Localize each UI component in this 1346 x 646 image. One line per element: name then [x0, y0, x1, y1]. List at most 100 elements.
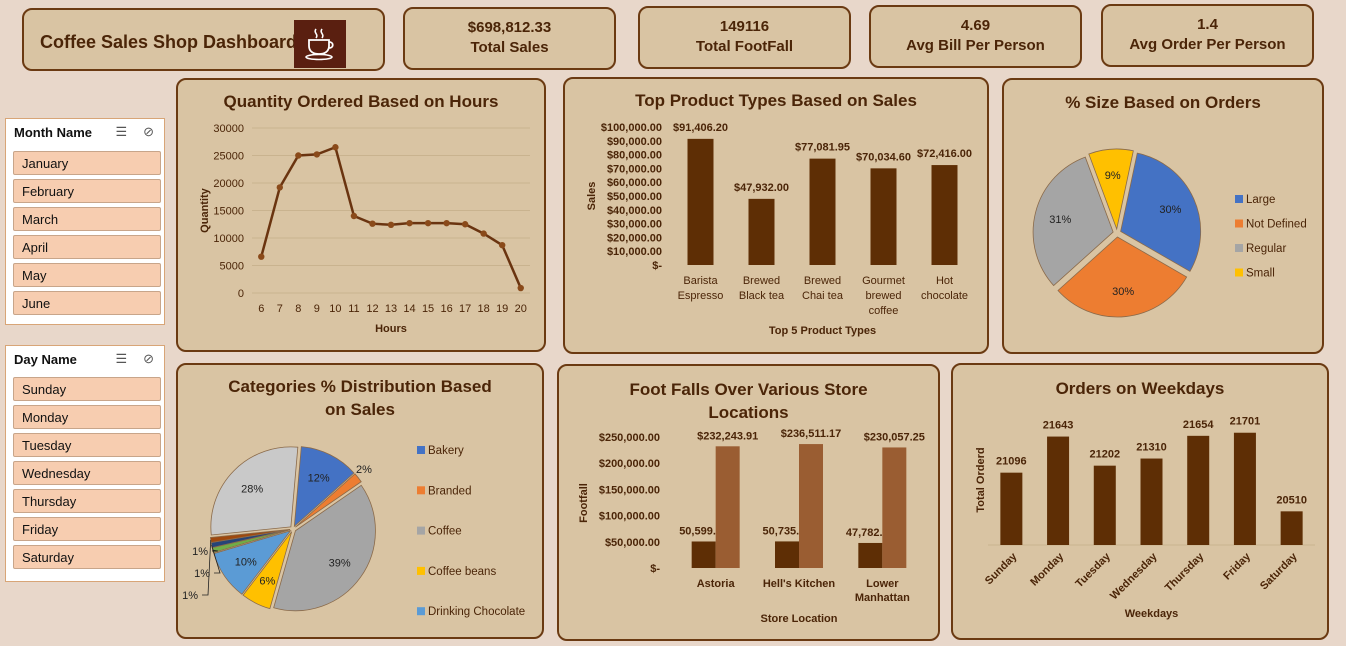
- pie-slice: [295, 473, 362, 528]
- x-tick-label: 14: [403, 303, 415, 315]
- weekdays-card: Orders on Weekdays 21096 Sunday 21643 Monda…: [951, 363, 1329, 640]
- pie-slice: [1088, 148, 1134, 231]
- pie-slice: [273, 484, 376, 612]
- x-tick-label: Friday: [1221, 550, 1253, 582]
- slicer-item-june[interactable]: June: [13, 291, 161, 315]
- slicer-item-april[interactable]: April: [13, 235, 161, 259]
- y-tick-label: 30000: [213, 123, 244, 135]
- data-label: 21701: [1230, 416, 1261, 428]
- slicer-item-may[interactable]: May: [13, 263, 161, 287]
- y-tick-label: $200,000.00: [599, 458, 660, 470]
- slicer-item-february[interactable]: February: [13, 179, 161, 203]
- bar: [882, 447, 907, 568]
- kpi-avg-bill: 4.69 Avg Bill Per Person: [869, 5, 1082, 68]
- legend-swatch: [417, 446, 425, 454]
- data-label: 21202: [1089, 449, 1120, 461]
- kpi-avg-order: 1.4 Avg Order Per Person: [1101, 4, 1314, 67]
- x-tick-label: Gourmet: [862, 275, 905, 287]
- slicer-item-sunday[interactable]: Sunday: [13, 377, 161, 401]
- pie-slice: [1032, 156, 1114, 287]
- x-tick-label: Saturday: [1258, 550, 1300, 592]
- kpi-value: 4.69: [960, 17, 991, 34]
- slicer-item-january[interactable]: January: [13, 151, 161, 175]
- legend-swatch: [1235, 195, 1243, 203]
- x-tick-label: Sunday: [983, 550, 1020, 587]
- slicer-item-march[interactable]: March: [13, 207, 161, 231]
- slice-label: 6%: [259, 575, 275, 587]
- legend-entry: Coffee beans: [428, 566, 496, 578]
- x-tick-label: 13: [385, 303, 397, 315]
- pie-slice: [293, 446, 355, 528]
- data-label: 21310: [1136, 442, 1167, 454]
- x-tick-label: Monday: [1028, 550, 1066, 588]
- footfall-card: Foot Falls Over Various Store Locations …: [557, 364, 940, 641]
- leader-line: [202, 539, 212, 596]
- clear-filter-icon[interactable]: ⊘: [143, 124, 154, 139]
- x-axis-label: Top 5 Product Types: [769, 325, 876, 337]
- legend-swatch: [417, 566, 425, 575]
- x-tick-label: coffee: [869, 305, 899, 317]
- y-tick-label: 0: [238, 288, 244, 300]
- data-label: $47,932.00: [734, 182, 789, 194]
- bar: [1187, 435, 1210, 545]
- kpi-label: Total FootFall: [695, 38, 794, 55]
- slice-label: 30%: [1159, 204, 1181, 216]
- categories-card: Categories % Distribution Based on Sales…: [176, 363, 544, 639]
- legend-swatch: [1235, 219, 1243, 228]
- categories-chart: 12% 2% 39% 6%10% 1% 1% 1% 28% Bakery Branded Coffe…: [182, 445, 525, 618]
- data-point: [480, 230, 487, 237]
- slice-label: 1%: [192, 546, 208, 558]
- y-tick-label: 20000: [213, 178, 244, 190]
- bar: [1093, 465, 1116, 545]
- x-tick-label: 17: [459, 303, 471, 315]
- data-label: $232,243.91: [697, 430, 758, 442]
- slicer-item-monday[interactable]: Monday: [13, 405, 161, 429]
- slicer-item-wednesday[interactable]: Wednesday: [13, 461, 161, 485]
- x-axis-label: Weekdays: [1125, 608, 1179, 620]
- legend-swatch: [417, 526, 425, 535]
- data-label: $72,416.00: [917, 148, 972, 160]
- bar: [775, 541, 799, 568]
- data-point: [517, 284, 524, 292]
- data-point: [332, 144, 339, 151]
- slicer-item-tuesday[interactable]: Tuesday: [13, 433, 161, 457]
- x-tick-label: Hell's Kitchen: [763, 578, 836, 590]
- slicer-item-thursday[interactable]: Thursday: [13, 489, 161, 513]
- multi-select-icon[interactable]: ☰: [115, 351, 128, 366]
- slice-label: 39%: [329, 557, 351, 569]
- legend-swatch: [1235, 244, 1243, 252]
- slicer-title: Month Name: [14, 125, 92, 140]
- leader-line: [212, 549, 219, 552]
- bar: [691, 541, 716, 568]
- legend-entry: Coffee: [428, 526, 462, 538]
- kpi-label: Avg Order Per Person: [1129, 36, 1286, 53]
- chart-title: Foot Falls Over Various Store Locations: [629, 380, 868, 422]
- x-axis-label: Store Location: [760, 613, 837, 625]
- x-tick-label: chocolate: [921, 290, 968, 302]
- slicer-item-friday[interactable]: Friday: [13, 517, 161, 541]
- multi-select-icon[interactable]: ☰: [115, 124, 128, 139]
- y-tick-label: $100,000.00: [599, 511, 660, 523]
- y-tick-label: $10,000.00: [607, 246, 662, 258]
- data-label: 21654: [1183, 419, 1214, 431]
- data-point: [443, 219, 450, 227]
- legend-swatch: [417, 486, 425, 495]
- slice-label: 30%: [1112, 286, 1134, 298]
- coffee-cup-icon: [294, 20, 346, 68]
- data-label: $77,081.95: [795, 142, 850, 154]
- x-tick-label: 7: [277, 303, 283, 315]
- pie-slice: [209, 528, 291, 543]
- data-point: [369, 220, 376, 227]
- clear-filter-icon[interactable]: ⊘: [143, 351, 154, 366]
- y-axis-label: Sales: [586, 182, 598, 211]
- slice-label: 9%: [1105, 170, 1121, 182]
- legend-entry: Large: [1246, 194, 1275, 206]
- data-label: 21643: [1043, 420, 1074, 432]
- y-tick-label: $100,000.00: [601, 122, 662, 134]
- slicer-item-saturday[interactable]: Saturday: [13, 545, 161, 569]
- pie-slice: [210, 446, 299, 536]
- data-point: [387, 221, 395, 228]
- chart-title: % Size Based on Orders: [1065, 93, 1261, 112]
- x-tick-label: 20: [515, 303, 527, 315]
- y-tick-label: $70,000.00: [607, 163, 662, 175]
